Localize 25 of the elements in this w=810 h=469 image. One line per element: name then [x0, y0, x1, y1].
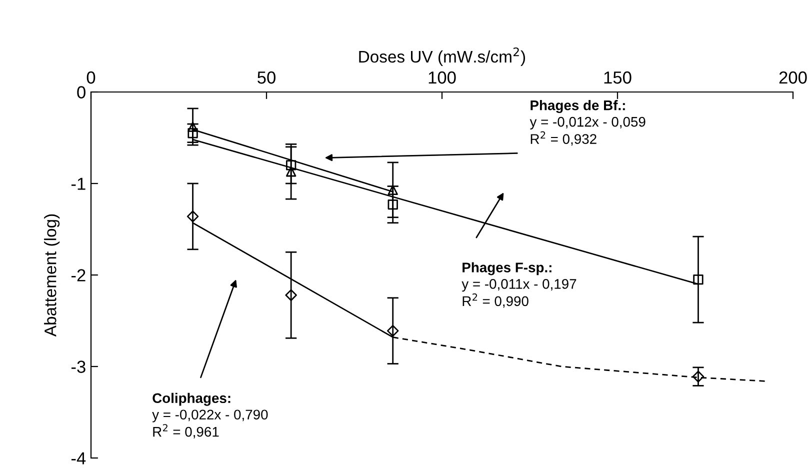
- y-axis-title: Abattement (log): [44, 214, 60, 337]
- y-tick-label: 0: [77, 86, 86, 98]
- y-tick-label: -2: [71, 269, 86, 282]
- annotation: Phages de Bf.: y = -0,012x - 0,059 R$^{2}$ = 0,932: [530, 100, 646, 146]
- x-tick-label: 100: [428, 71, 456, 84]
- point: [186, 210, 199, 222]
- annotation: Coliphages: y = -0,022x - 0,790 R$^{2}$ = 0,961: [152, 392, 268, 438]
- point: [693, 274, 704, 285]
- x-tick-label: 0: [86, 71, 96, 84]
- point: [285, 289, 297, 302]
- annotation: Phages F-sp.: y = -0,011x - 0,197 R$^{2}$ = 0,990: [462, 262, 576, 308]
- y-tick-label: -1: [71, 178, 86, 190]
- point: [188, 128, 198, 138]
- y-tick-label: -4: [71, 452, 86, 464]
- x-axis-title: Doses UV (mW.s/cm$^{2}$): [359, 47, 526, 66]
- point: [386, 324, 399, 337]
- x-tick-label: 50: [258, 71, 276, 84]
- point: [286, 160, 296, 170]
- point: [388, 184, 398, 195]
- y-tick-label: -3: [71, 360, 86, 373]
- x-tick-label: 150: [604, 71, 632, 84]
- point: [388, 199, 398, 210]
- point: [692, 370, 704, 382]
- point: [286, 166, 296, 177]
- x-tick-label: 200: [779, 71, 807, 84]
